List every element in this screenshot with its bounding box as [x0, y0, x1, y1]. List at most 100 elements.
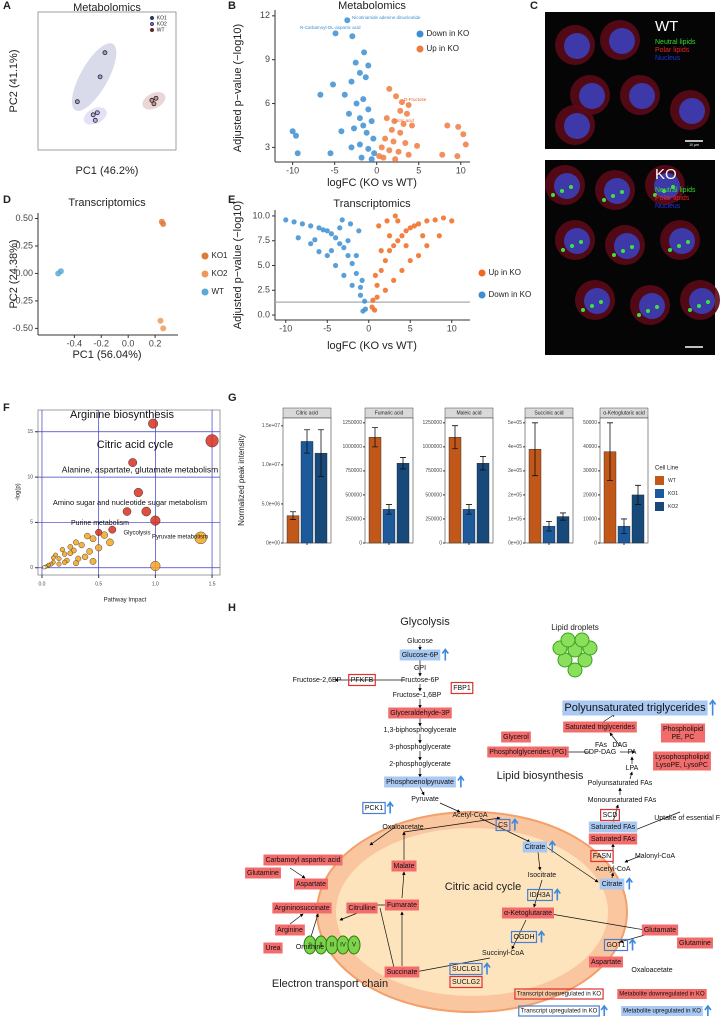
facet-title: Maleic acid — [456, 410, 481, 416]
pathway-node: Metabolite downregulated in KO — [617, 989, 707, 999]
data-point — [424, 243, 430, 249]
data-point — [341, 91, 348, 98]
pathway-arrow — [609, 732, 621, 747]
node-label: Citrate — [525, 844, 546, 851]
legend-swatch — [655, 502, 664, 511]
node-label: Lysophospholipid — [655, 754, 709, 761]
lipid-droplet — [630, 245, 634, 249]
lipid-droplet — [560, 632, 576, 648]
legend-label: KO2 — [212, 269, 229, 278]
node-box — [510, 930, 538, 944]
node-box — [385, 899, 419, 911]
data-point — [376, 223, 382, 229]
data-point — [402, 140, 409, 146]
node-label: Transcript upregulated in KO — [521, 1009, 598, 1015]
node-box — [677, 937, 713, 949]
annotation: D-Fructose — [404, 97, 427, 102]
y-tick-label: 5 — [30, 520, 33, 526]
pathway-arrow — [439, 802, 461, 813]
legend-label: KO2 — [668, 504, 678, 510]
data-point — [370, 297, 376, 303]
data-point — [160, 220, 167, 227]
pathway-arrow — [289, 913, 304, 925]
data-point — [365, 62, 372, 69]
node-box — [263, 854, 343, 866]
upregulated-arrow — [553, 888, 561, 901]
data-point — [150, 560, 161, 571]
y-tick-label: 10 — [27, 474, 33, 480]
y-axis-label: -log(p) — [16, 483, 22, 500]
pathway-node: Pyruvate — [411, 796, 439, 803]
node-label: Citrate — [602, 881, 623, 888]
pathway-node: Transcript downregulated in KO — [514, 988, 604, 1000]
node-label: FBP1 — [453, 685, 471, 692]
annotation: Alanine, aspartate, glutamate metabolism — [62, 464, 218, 474]
y-tick-label: -0.25 — [12, 295, 33, 305]
data-point — [415, 252, 422, 259]
data-point — [357, 292, 364, 298]
node-label: SUCLG2 — [452, 979, 480, 986]
node-box — [501, 731, 531, 743]
nucleus — [689, 288, 715, 314]
annotation: Arginine biosynthesis — [70, 409, 174, 421]
pathway-node: Uptake of essential FAs — [654, 815, 720, 822]
legend-marker — [201, 288, 209, 296]
node-label: Glucose-6P — [402, 652, 439, 659]
y-tick-label: 0 — [594, 540, 597, 546]
data-point — [399, 233, 405, 239]
y-tick-label: 0e+00 — [266, 540, 280, 546]
upregulated-arrow — [708, 699, 717, 716]
error-bar — [560, 512, 566, 521]
node-label: Glutamine — [247, 870, 279, 877]
data-point — [73, 560, 79, 567]
pathway-node: Malate — [391, 860, 417, 872]
lipid-droplet — [602, 198, 606, 202]
x-tick-label: 0.5 — [95, 581, 102, 587]
y-tick-label: 1.5e+07 — [262, 423, 280, 429]
data-point — [455, 123, 462, 130]
pathway-arrow — [624, 855, 641, 863]
node-label: Saturated FAs — [591, 836, 636, 843]
node-box — [272, 902, 332, 914]
node-label: Transcript downregulated in KO — [517, 992, 601, 998]
nucleus — [604, 178, 630, 204]
annotation: Citric acid cycle — [97, 439, 173, 451]
node-label: Glutamate — [644, 927, 676, 934]
confidence-ellipse — [71, 43, 117, 111]
data-point — [89, 558, 97, 565]
facet-title: Citric acid — [296, 410, 318, 416]
data-point — [403, 110, 410, 117]
data-point — [332, 262, 339, 269]
pathway-node: Argininosuccinate — [272, 902, 332, 914]
pathway-node: LPA — [626, 765, 639, 772]
legend-marker — [416, 45, 424, 53]
pathway-node: Acetyl-CoA — [452, 812, 487, 819]
node-label: Glutamine — [679, 940, 711, 947]
panel-letter: G — [228, 392, 237, 404]
y-tick-label: 1000000 — [423, 444, 443, 450]
data-point — [349, 260, 355, 267]
x-tick-label: 5 — [408, 323, 413, 333]
chart-title: Transcriptomics — [333, 198, 411, 210]
node-label: CDP-DAG — [584, 749, 616, 756]
lipid-droplet — [621, 249, 625, 253]
error-bar — [372, 427, 378, 448]
y-tick-label: 0e+00 — [508, 540, 522, 546]
data-point — [67, 544, 74, 550]
error-bar — [318, 429, 324, 477]
data-point — [353, 270, 359, 277]
pathway-node: Phospholglycerides (PG) — [487, 746, 569, 758]
node-label: Phospholglycerides (PG) — [489, 749, 566, 756]
data-point — [371, 307, 378, 313]
data-point — [51, 555, 56, 561]
node-label: Fructose-2,6BP — [293, 677, 342, 684]
data-point — [356, 69, 363, 76]
node-box — [588, 833, 638, 845]
legend-swatch — [655, 489, 664, 498]
data-point — [295, 235, 301, 241]
pathway-node: 3-phosphoglycerate — [389, 744, 451, 751]
node-label: Polyunsaturated FAs — [588, 780, 653, 787]
node-label: Oxaloacetate — [382, 824, 423, 831]
facet-title: α-Ketoglutaric acid — [603, 410, 645, 416]
legend-marker — [149, 15, 155, 21]
